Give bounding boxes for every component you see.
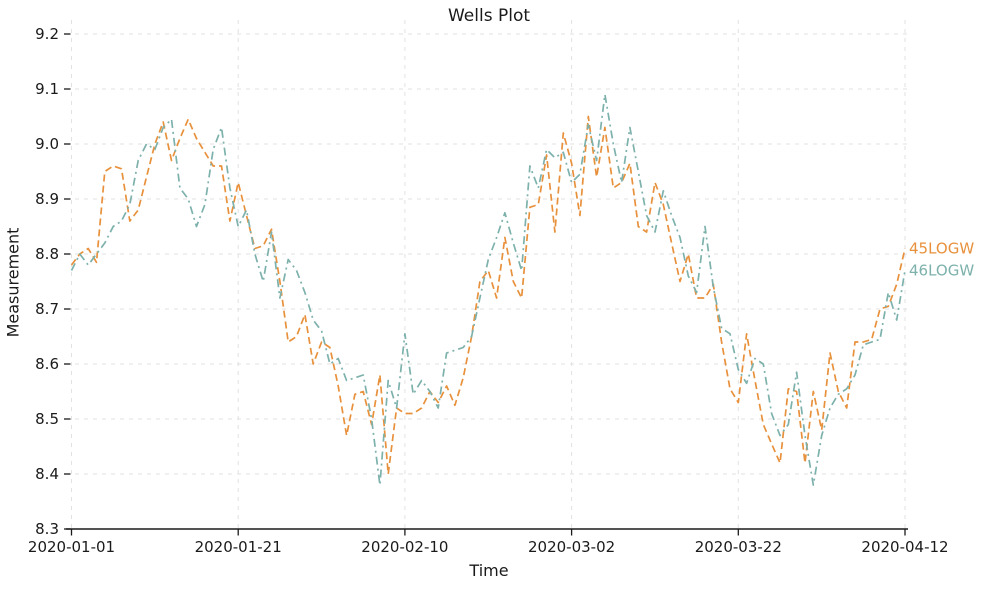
x-tick-label: 2020-04-12: [861, 538, 948, 556]
x-tick-label: 2020-03-02: [528, 538, 615, 556]
x-tick-label: 2020-01-01: [28, 538, 115, 556]
x-axis-label: Time: [469, 561, 509, 580]
x-tick-label: 2020-01-21: [195, 538, 282, 556]
y-tick-label: 9.0: [35, 135, 59, 153]
y-tick-label: 8.9: [35, 190, 59, 208]
series-line-45logw: [70, 115, 906, 475]
y-tick-label: 9.1: [35, 80, 59, 98]
tick-marks: [64, 33, 906, 536]
y-tick-label: 8.7: [35, 300, 59, 318]
x-tick-label: 2020-02-10: [361, 538, 448, 556]
y-tick-label: 8.6: [35, 355, 59, 373]
chart-title: Wells Plot: [447, 6, 531, 26]
y-tick-label: 8.5: [35, 410, 59, 428]
x-tick-label: 2020-03-22: [695, 538, 782, 556]
y-tick-label: 8.8: [35, 245, 59, 263]
y-axis-label: Measurement: [3, 227, 23, 338]
series-end-label-45logw: 45LOGW: [909, 240, 974, 258]
series-end-label-46logw: 46LOGW: [909, 262, 974, 280]
y-tick-label: 8.4: [35, 465, 59, 483]
y-tick-label: 9.2: [35, 25, 59, 43]
series-line-46logw: [70, 93, 906, 486]
y-tick-label: 8.3: [35, 520, 59, 538]
gridlines: [66, 20, 908, 530]
